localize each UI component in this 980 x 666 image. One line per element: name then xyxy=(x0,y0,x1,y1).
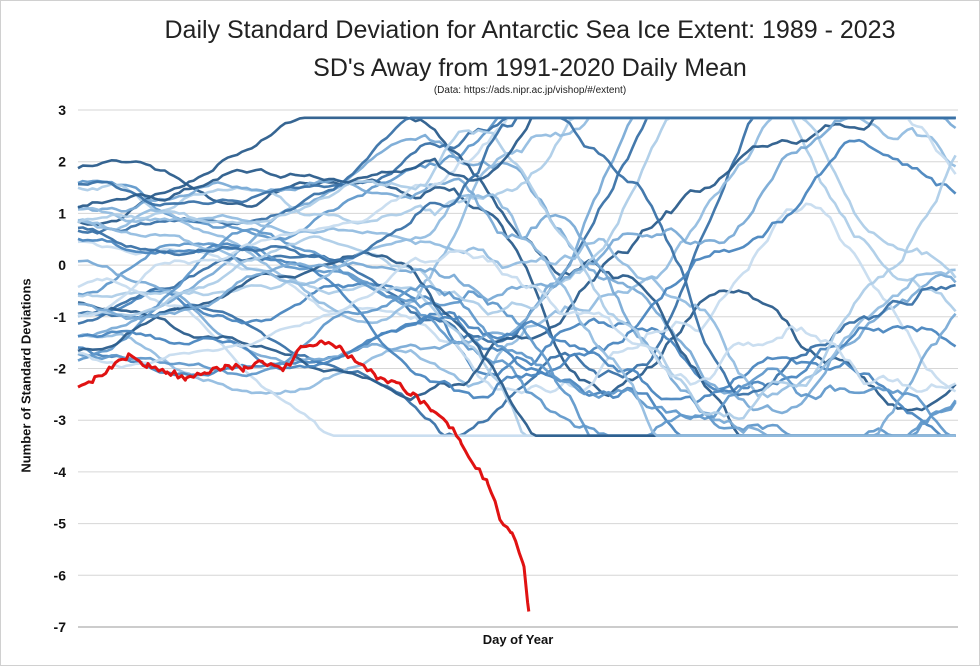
historical-year-lines xyxy=(77,116,957,437)
historical-year-line xyxy=(77,133,957,415)
historical-year-line xyxy=(77,116,956,209)
y-tick-label: -1 xyxy=(54,309,67,325)
y-tick-labels: 3 2 1 0 -1 -2 -3 -4 -5 -6 -7 xyxy=(54,102,67,635)
y-tick-label: 2 xyxy=(58,154,66,170)
x-axis-label: Day of Year xyxy=(482,632,554,647)
historical-year-line xyxy=(77,116,956,263)
historical-year-line xyxy=(77,193,956,437)
highlighted-year-line xyxy=(77,339,531,612)
historical-year-line xyxy=(77,116,956,365)
y-tick-label: 0 xyxy=(58,257,66,273)
y-tick-label: -5 xyxy=(54,516,67,532)
historical-year-line xyxy=(77,116,957,318)
historical-year-line xyxy=(77,116,957,321)
historical-year-line xyxy=(77,116,956,402)
y-tick-label: -3 xyxy=(54,412,67,428)
historical-year-line xyxy=(77,206,956,399)
chart-source-note: (Data: https://ads.nipr.ac.jp/vishop/#/e… xyxy=(433,85,627,96)
chart-title: Daily Standard Deviation for Antarctic S… xyxy=(164,16,896,44)
y-axis-label: Number of Standard Deviations xyxy=(18,278,34,473)
y-tick-label: 3 xyxy=(58,102,66,118)
y-tick-label: -4 xyxy=(54,464,67,480)
chart-subtitle: SD's Away from 1991-2020 Daily Mean xyxy=(313,54,747,82)
y-tick-label: -6 xyxy=(54,567,67,583)
y-tick-label: 1 xyxy=(58,205,66,221)
historical-year-line xyxy=(77,283,956,437)
y-tick-label: -2 xyxy=(54,361,67,377)
highlighted-year-lines xyxy=(77,339,531,612)
historical-year-line xyxy=(77,237,957,405)
historical-year-line xyxy=(77,138,957,371)
historical-year-line xyxy=(77,249,957,393)
y-tick-label: -7 xyxy=(54,619,67,635)
historical-year-line xyxy=(77,202,957,395)
historical-year-line xyxy=(77,116,957,313)
historical-year-line xyxy=(77,129,957,421)
